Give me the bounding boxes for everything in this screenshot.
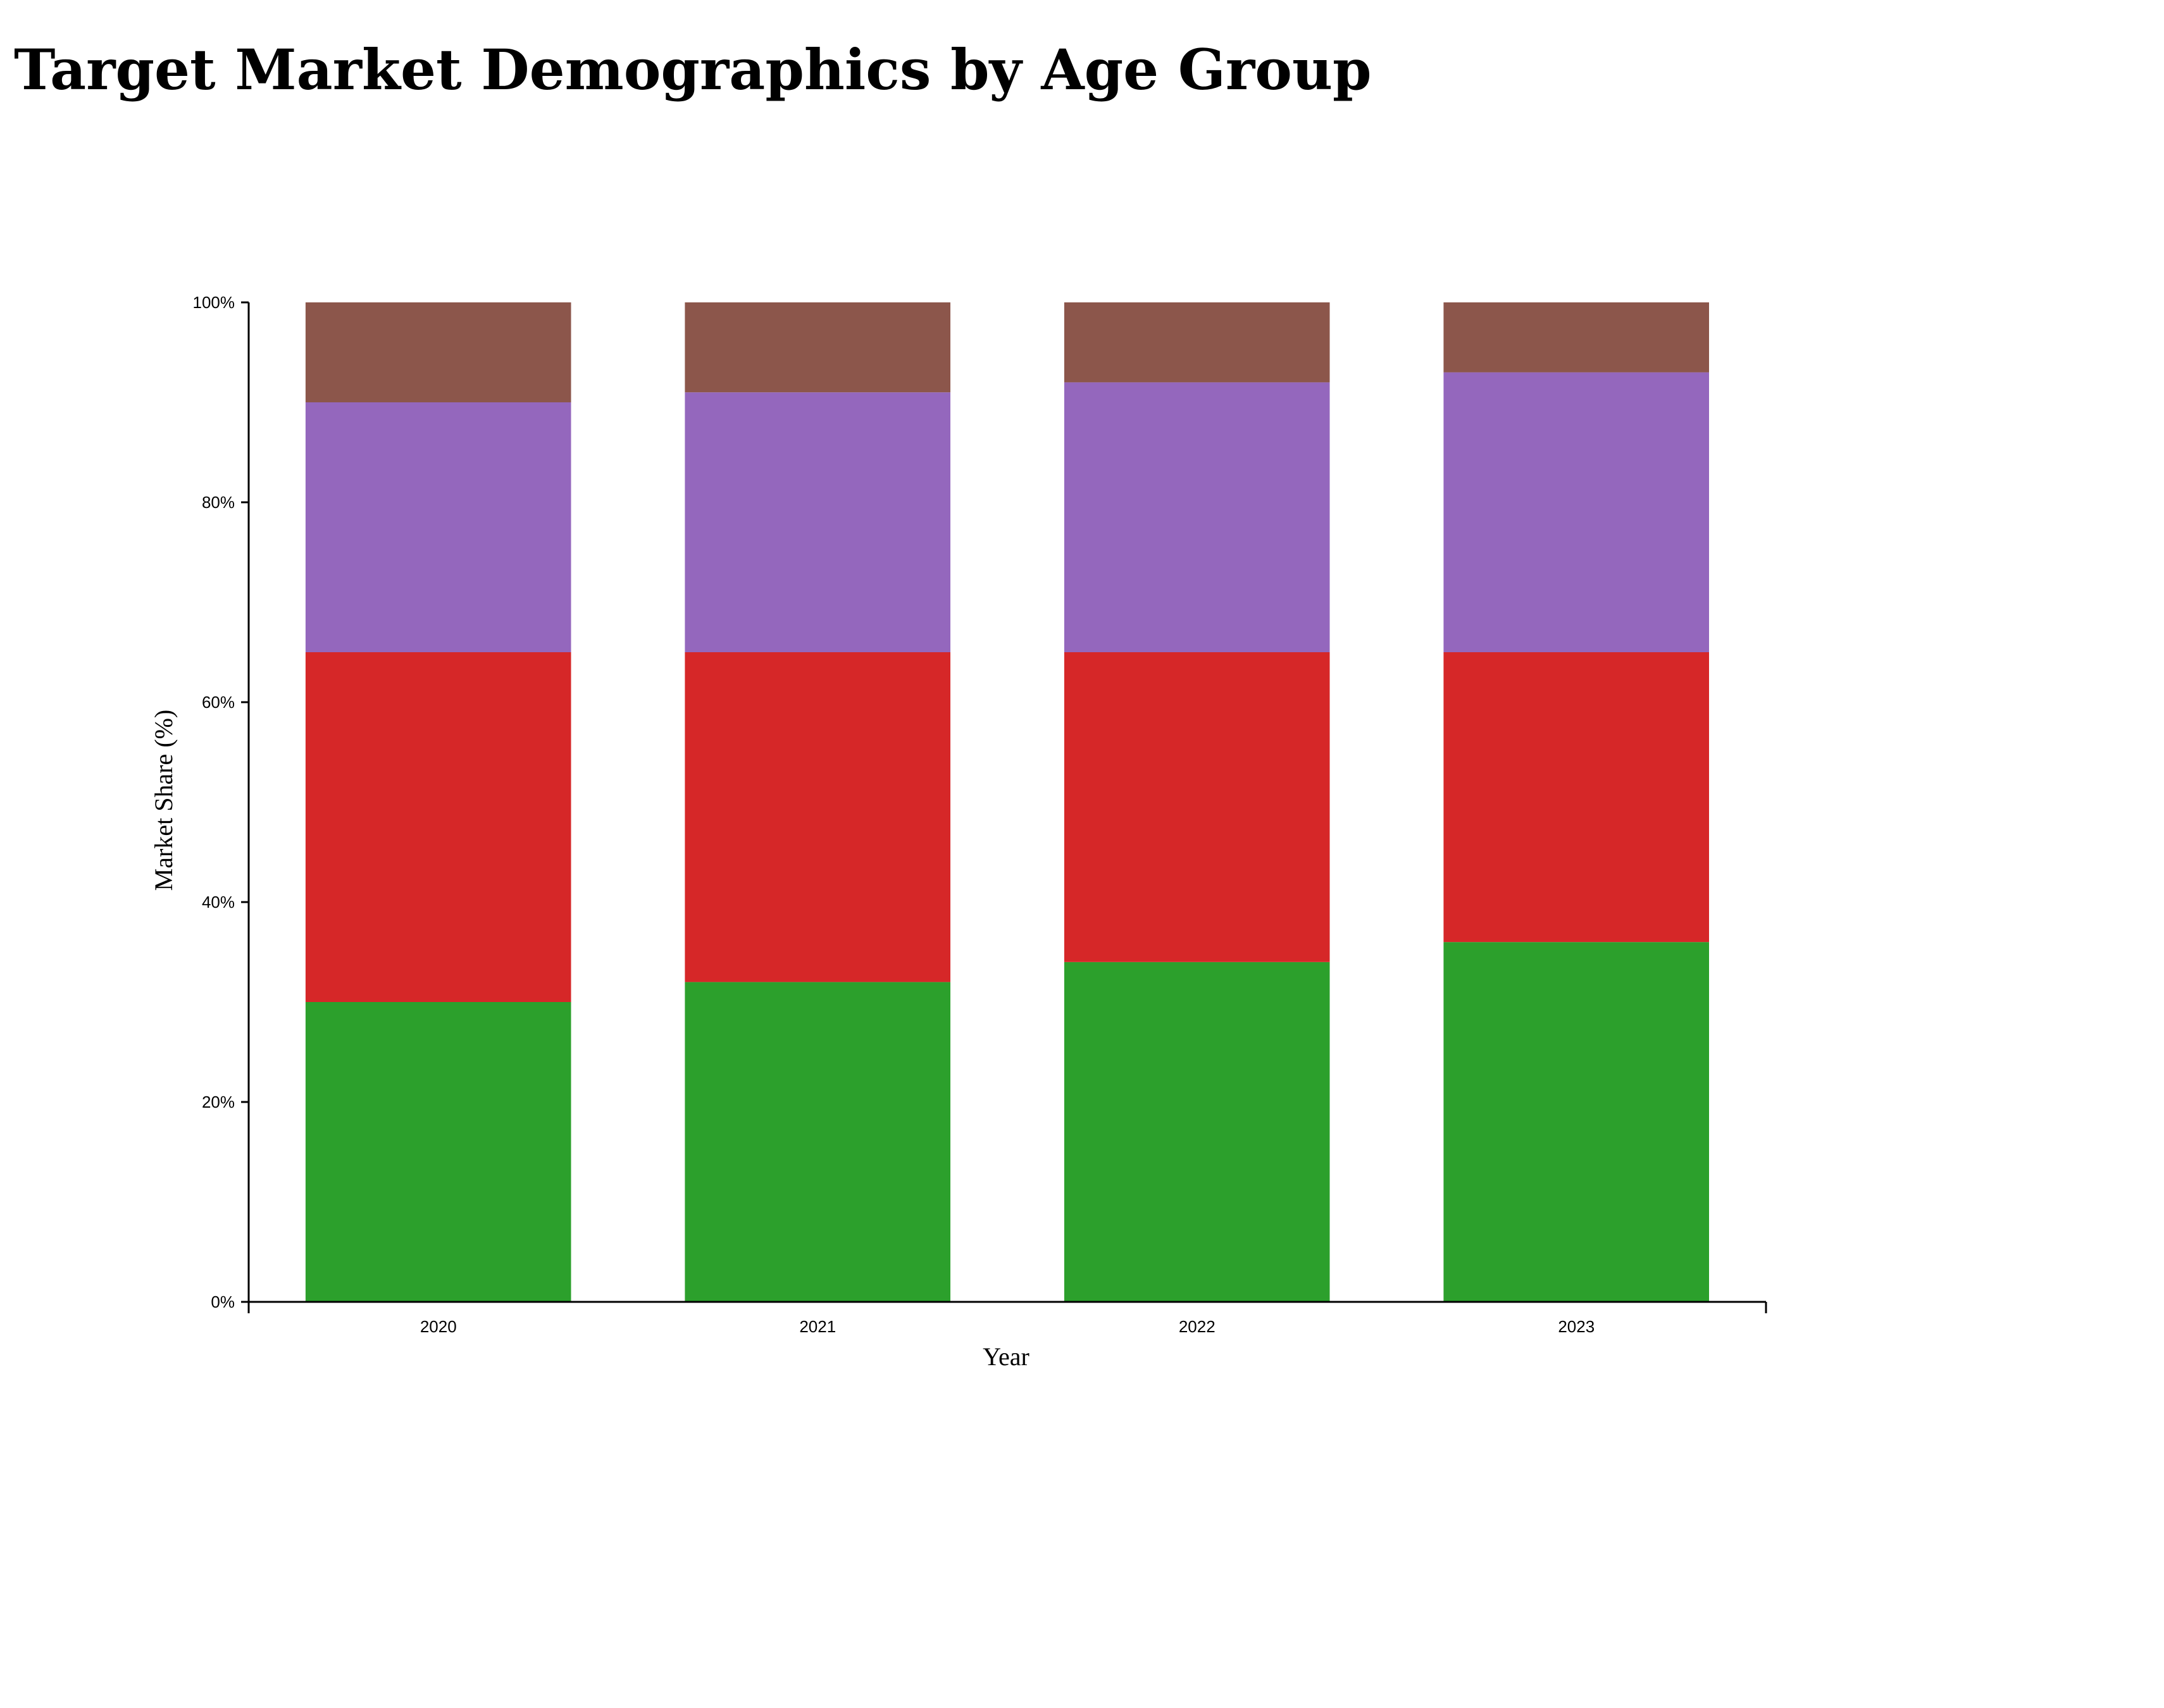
bar-segment-2021-4 [685,302,950,393]
bar-segment-2023-2 [1443,652,1709,943]
bar-segment-2022-2 [1064,652,1330,962]
bar-segment-2021-1 [685,982,950,1302]
bars-layer [305,302,1709,1302]
x-axis-title: Year [983,1342,1029,1371]
bar-segment-2023-1 [1443,942,1709,1302]
bar-segment-2022-3 [1064,382,1330,652]
x-tick-label: 2021 [799,1317,836,1336]
x-tick-label: 2023 [1558,1317,1595,1336]
y-tick-label: 0% [211,1292,235,1311]
bar-segment-2020-4 [305,302,571,402]
y-tick-label: 60% [202,693,235,712]
bar-segment-2020-3 [305,402,571,652]
bar-segment-2021-3 [685,392,950,652]
bar-segment-2020-1 [305,1002,571,1302]
bar-segment-2021-2 [685,652,950,982]
y-tick-label: 40% [202,893,235,912]
x-tick-label: 2020 [420,1317,457,1336]
bar-segment-2020-2 [305,652,571,1002]
bar-segment-2023-3 [1443,372,1709,652]
y-axis: 0% 20% 40% 60% 80% 100% [193,293,250,1311]
x-axis: 2020 2021 2022 2023 [247,1301,1767,1336]
bar-segment-2022-4 [1064,302,1330,383]
chart-title: Target Market Demographics by Age Group [14,37,1372,102]
bar-segment-2022-1 [1064,962,1330,1302]
y-axis-title: Market Share (%) [149,710,178,891]
x-tick-label: 2022 [1179,1317,1216,1336]
y-tick-label: 20% [202,1092,235,1111]
y-tick-label: 100% [193,293,235,312]
bar-segment-2023-4 [1443,302,1709,373]
y-tick-label: 80% [202,493,235,512]
